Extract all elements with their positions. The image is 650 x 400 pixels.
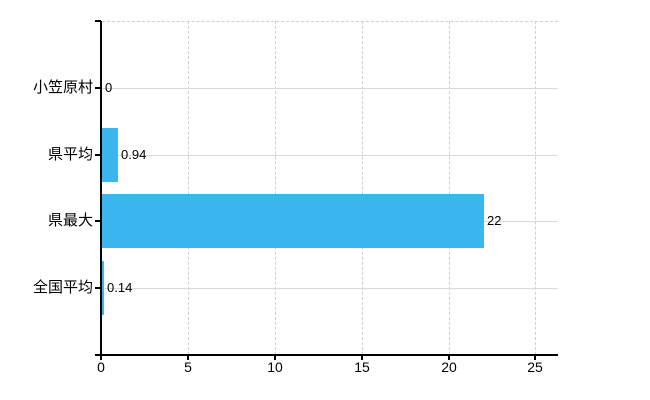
- x-tick-label: 10: [267, 359, 283, 375]
- value-label: 0.14: [107, 280, 133, 295]
- x-axis-tick: [100, 356, 102, 360]
- category-label: 県平均: [47, 146, 93, 163]
- bar: [102, 128, 118, 182]
- category-label: 県最大: [47, 212, 93, 229]
- x-axis-tick: [361, 356, 363, 360]
- y-axis-tick: [95, 87, 101, 89]
- x-axis: [95, 354, 558, 356]
- category-label: 全国平均: [32, 279, 93, 296]
- gridline-vertical: [535, 21, 536, 355]
- x-tick-label: 20: [441, 359, 457, 375]
- value-label: 0.94: [121, 147, 147, 162]
- gridline-vertical: [449, 21, 450, 355]
- gridline-horizontal: [102, 88, 558, 89]
- value-label: 0: [105, 80, 113, 95]
- x-axis-tick: [534, 356, 536, 360]
- y-axis: [100, 21, 102, 356]
- gridline-vertical: [188, 21, 189, 355]
- x-axis-tick: [274, 356, 276, 360]
- x-tick-label: 0: [97, 359, 105, 375]
- y-axis-tick: [95, 20, 101, 22]
- bar: [102, 194, 484, 248]
- value-label: 22: [487, 213, 502, 228]
- category-label: 小笠原村: [32, 79, 93, 96]
- x-tick-label: 25: [527, 359, 543, 375]
- gridline-horizontal: [102, 288, 558, 289]
- plot-area: [102, 21, 558, 355]
- gridline-vertical: [275, 21, 276, 355]
- gridline-vertical: [362, 21, 363, 355]
- x-axis-tick: [187, 356, 189, 360]
- x-tick-label: 5: [184, 359, 192, 375]
- x-tick-label: 15: [354, 359, 370, 375]
- x-axis-tick: [448, 356, 450, 360]
- y-axis-tick: [95, 154, 101, 156]
- y-axis-tick: [95, 220, 101, 222]
- bar: [102, 261, 104, 315]
- y-axis-tick: [95, 287, 101, 289]
- gridline-horizontal: [102, 155, 558, 156]
